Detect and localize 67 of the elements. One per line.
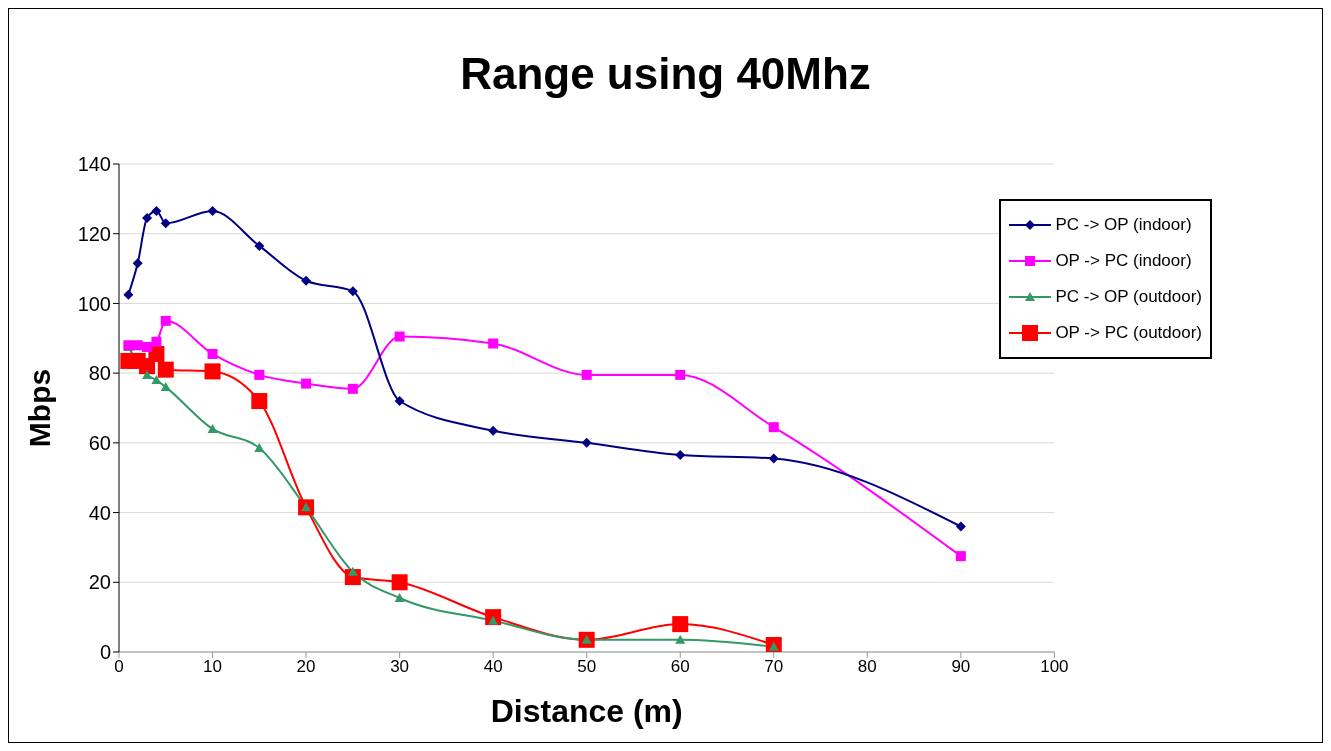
point	[768, 453, 779, 464]
point	[488, 338, 499, 349]
point	[488, 425, 499, 436]
point	[347, 566, 358, 576]
point	[204, 363, 221, 380]
point	[157, 361, 174, 378]
point	[675, 369, 686, 380]
x-tick-label: 100	[1040, 657, 1069, 677]
point	[123, 289, 134, 300]
point	[254, 240, 265, 251]
point	[207, 423, 218, 433]
point	[151, 336, 162, 347]
x-tick-label: 30	[390, 657, 410, 677]
x-tick-label: 90	[951, 657, 971, 677]
point	[955, 521, 966, 532]
point	[151, 375, 162, 385]
point	[394, 331, 405, 342]
point	[955, 551, 966, 562]
point	[132, 258, 143, 269]
point	[142, 342, 153, 352]
x-tick-label: 80	[857, 657, 877, 677]
legend-label: OP -> PC (indoor)	[1055, 251, 1192, 271]
y-tick-label: 120	[77, 222, 111, 245]
x-tick-label: 60	[670, 657, 690, 677]
x-tick-label: 0	[114, 657, 124, 677]
point	[142, 369, 153, 379]
legend-label: PC -> OP (indoor)	[1055, 215, 1192, 235]
point	[207, 206, 218, 217]
y-tick-label: 20	[88, 571, 111, 594]
point	[394, 396, 405, 407]
point	[394, 592, 405, 602]
y-tick-label: 60	[88, 431, 111, 454]
point	[672, 616, 689, 633]
y-tick-label: 100	[77, 292, 111, 315]
point	[391, 574, 408, 591]
point	[160, 218, 171, 229]
chart-title: Range using 40Mhz	[459, 49, 872, 99]
point	[581, 437, 592, 448]
point	[160, 382, 171, 392]
point	[301, 378, 312, 389]
y-tick-label: 140	[77, 153, 111, 176]
point	[675, 634, 686, 644]
point	[160, 315, 171, 326]
x-tick-label: 10	[203, 657, 222, 677]
x-tick-label: 50	[577, 657, 597, 677]
x-tick-label: 20	[296, 657, 316, 677]
point	[254, 443, 265, 453]
point	[675, 450, 686, 461]
point	[254, 369, 265, 380]
point	[347, 286, 358, 297]
legend-label: OP -> PC (outdoor)	[1055, 323, 1202, 343]
point	[347, 383, 358, 394]
point	[768, 422, 779, 433]
point	[151, 206, 162, 217]
y-tick-label: 80	[88, 362, 111, 385]
point	[301, 275, 312, 286]
x-tick-label: 40	[483, 657, 503, 677]
point	[132, 340, 143, 351]
y-axis-title: Mbps	[22, 368, 56, 448]
point	[207, 348, 218, 359]
point	[581, 369, 592, 380]
x-axis-title: Distance (m)	[490, 693, 683, 729]
x-tick-label: 70	[764, 657, 784, 677]
legend-label: PC -> OP (outdoor)	[1055, 287, 1202, 307]
point	[251, 393, 268, 410]
point	[142, 213, 153, 224]
y-tick-label: 40	[88, 501, 111, 524]
